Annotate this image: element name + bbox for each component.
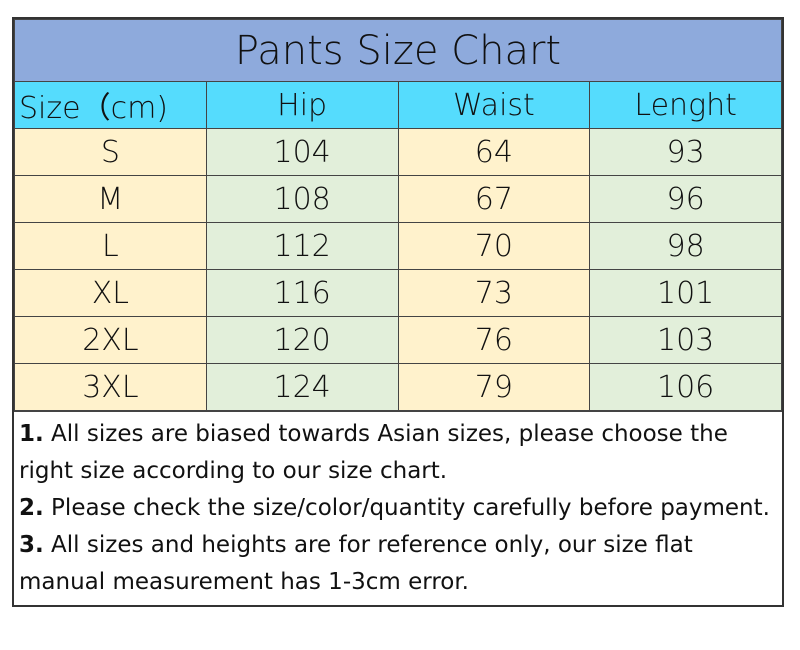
- cell-waist: 70: [397, 222, 591, 270]
- header-length: Lenght: [589, 81, 782, 129]
- size-chart: Pants Size Chart Size（cm) Hip Waist Leng…: [12, 17, 784, 607]
- header-waist: Waist: [397, 81, 591, 129]
- table-row: S 104 64 93: [14, 128, 782, 176]
- table-row: XL 116 73 101: [14, 269, 782, 317]
- cell-size: 2XL: [14, 316, 207, 364]
- table-row: 3XL 124 79 106: [14, 363, 782, 411]
- cell-length: 106: [589, 363, 782, 411]
- cell-waist: 67: [397, 175, 591, 223]
- cell-hip: 108: [205, 175, 399, 223]
- note-2: 2. Please check the size/color/quantity …: [19, 495, 770, 521]
- cell-hip: 104: [205, 128, 399, 176]
- cell-length: 103: [589, 316, 782, 364]
- notes: 1. All sizes are biased towards Asian si…: [14, 411, 782, 605]
- chart-title: Pants Size Chart: [14, 19, 782, 82]
- cell-hip: 124: [205, 363, 399, 411]
- cell-length: 93: [589, 128, 782, 176]
- cell-length: 96: [589, 175, 782, 223]
- note-1: 1. All sizes are biased towards Asian si…: [19, 421, 728, 484]
- cell-waist: 73: [397, 269, 591, 317]
- cell-hip: 112: [205, 222, 399, 270]
- header-row: Size（cm) Hip Waist Lenght: [14, 81, 782, 129]
- cell-hip: 120: [205, 316, 399, 364]
- cell-size: S: [14, 128, 207, 176]
- table-row: 2XL 120 76 103: [14, 316, 782, 364]
- note-3: 3. All sizes and heights are for referen…: [19, 532, 693, 595]
- table-row: M 108 67 96: [14, 175, 782, 223]
- header-size: Size（cm): [14, 81, 207, 129]
- cell-waist: 79: [397, 363, 591, 411]
- cell-waist: 76: [397, 316, 591, 364]
- cell-size: XL: [14, 269, 207, 317]
- cell-size: L: [14, 222, 207, 270]
- table-row: L 112 70 98: [14, 222, 782, 270]
- cell-size: M: [14, 175, 207, 223]
- cell-length: 98: [589, 222, 782, 270]
- cell-length: 101: [589, 269, 782, 317]
- cell-size: 3XL: [14, 363, 207, 411]
- cell-waist: 64: [397, 128, 591, 176]
- size-table: Pants Size Chart Size（cm) Hip Waist Leng…: [14, 19, 782, 411]
- cell-hip: 116: [205, 269, 399, 317]
- header-hip: Hip: [205, 81, 399, 129]
